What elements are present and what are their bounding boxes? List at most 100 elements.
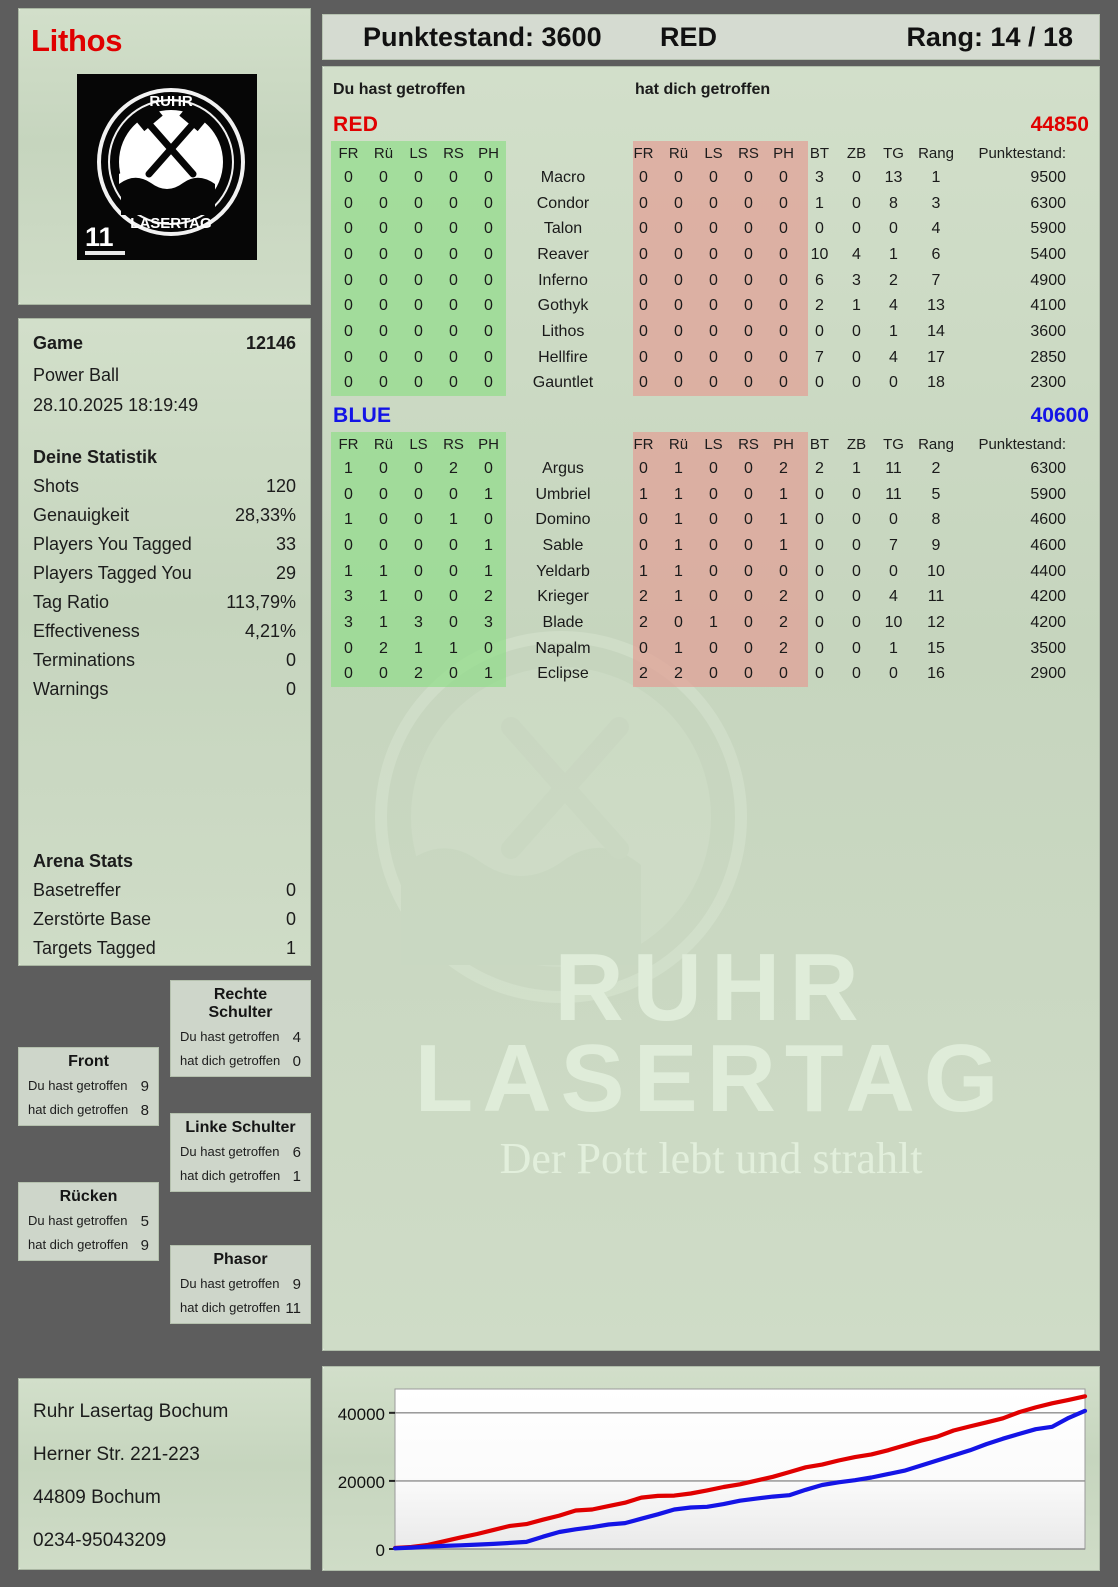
zb-cell: 0 [852,220,861,238]
player-name-cell[interactable]: Macro [540,168,586,186]
col-header-name [506,141,626,165]
stat-value: 29 [275,563,296,583]
you-hit-cell: 0 [449,297,458,315]
hit-you-cell: 1 [779,511,788,529]
you-hit-cell: 0 [484,348,493,366]
zb-cell: 0 [852,348,861,366]
zb-cell: 0 [852,322,861,340]
bt-cell: 0 [815,220,824,238]
rang-cell: 18 [927,374,945,392]
col-header: RS [443,435,464,453]
hit-you-cell: 0 [674,374,683,392]
ruhr-lasertag-logo-icon: RUHR LASERTAG 11 [77,74,257,260]
hit-you-cell: 0 [779,348,788,366]
hit-you-cell: 0 [709,639,718,657]
tg-cell: 0 [889,511,898,529]
you-hit-cell: 0 [344,348,353,366]
stat-label: Players You Tagged [33,534,192,554]
player-name-cell[interactable]: Hellfire [538,348,588,366]
player-name-cell[interactable]: Gothyk [537,297,589,315]
team-total-score: 44850 [1030,113,1089,136]
bodypart-title: Linke Schulter [185,1119,296,1136]
player-name-cell[interactable]: Napalm [535,639,591,657]
points-cell: 4200 [1030,613,1066,631]
player-name-cell[interactable]: Inferno [538,271,588,289]
you-hit-cell: 0 [484,271,493,289]
hit-you-cell: 0 [744,220,753,238]
rang-cell: 8 [931,511,941,529]
you-hit-cell: 2 [414,665,423,683]
bodypart-taken-row: hat dich getroffen 11 [180,1300,301,1317]
bt-cell: 0 [815,511,824,529]
stat-row: Shots 120 [33,476,296,497]
col-header: RS [738,144,759,162]
bodypart-title: Rechte Schulter [208,986,273,1021]
points-cell: 5900 [1030,220,1066,238]
player-name-cell[interactable]: Umbriel [535,485,591,503]
points-cell: 4100 [1030,297,1066,315]
address-line-1: Ruhr Lasertag Bochum [33,1401,229,1422]
team-table: FR Rü LS RS PH FR Rü LS RS PH BT ZB TG Rang Punktestan… [331,432,1072,687]
player-name-cell[interactable]: Domino [535,511,591,529]
you-hit-cell: 0 [414,297,423,315]
hit-you-header: hat dich getroffen [635,81,771,98]
game-mode: Power Ball [33,365,120,385]
arena-stat-label: Zerstörte Base [33,909,152,929]
points-cell: 5900 [1030,485,1066,503]
player-name-cell[interactable]: Eclipse [537,665,589,683]
tg-cell: 1 [889,322,898,340]
zb-cell: 0 [852,536,861,554]
zb-cell: 0 [852,639,861,657]
rang-cell: 3 [931,194,941,212]
hit-you-cell: 0 [744,485,753,503]
col-header: LS [704,435,723,453]
hit-you-cell: 0 [709,459,718,477]
hit-you-cell: 0 [744,374,753,392]
player-name-cell[interactable]: Condor [536,194,590,212]
arena-stat-value: 0 [285,880,296,900]
col-header: RS [443,144,464,162]
hit-you-cell: 0 [779,271,788,289]
you-hit-cell: 0 [344,322,353,340]
hit-you-cell: 0 [709,194,718,212]
player-name-cell[interactable]: Reaver [537,245,589,263]
player-name-cell[interactable]: Lithos [541,322,585,340]
hit-you-cell: 0 [674,613,683,631]
bt-cell: 3 [815,168,824,186]
table-row: 0 2 1 1 0 Napalm 0 1 0 0 2 0 0 1 15 3500 [331,636,1072,662]
you-hit-cell: 0 [379,271,388,289]
player-name-cell[interactable]: Krieger [537,588,589,606]
tg-cell: 10 [884,613,903,631]
game-id: 12146 [245,333,296,353]
zb-cell: 0 [852,511,861,529]
stat-row: Genauigkeit 28,33% [33,505,296,526]
col-header: RS [738,435,759,453]
points-cell: 2850 [1030,348,1066,366]
hit-you-cell: 0 [709,168,718,186]
hit-you-cell: 0 [744,613,753,631]
hit-you-cell: 2 [779,613,788,631]
bt-cell: 0 [815,562,824,580]
hit-value: 9 [140,1078,149,1095]
player-name-cell[interactable]: Gauntlet [532,374,594,392]
hit-you-cell: 0 [744,271,753,289]
hit-label: Du hast getroffen [180,1276,280,1291]
hit-you-cell: 0 [639,348,648,366]
player-name-cell[interactable]: Argus [542,459,584,477]
tg-cell: 11 [885,485,902,503]
player-name-cell[interactable]: Sable [542,536,584,554]
hit-you-block [633,432,808,688]
player-name-cell[interactable]: Talon [543,220,583,238]
player-name-cell[interactable]: Blade [542,613,584,631]
player-name-cell[interactable]: Yeldarb [536,562,590,580]
chart-ytick-label: 0 [376,1541,385,1560]
taken-value: 9 [140,1237,149,1254]
hit-you-cell: 1 [779,485,788,503]
col-header: LS [409,435,428,453]
table-header-row: FR Rü LS RS PH FR Rü LS RS PH BT ZB TG Rang Punktestan… [331,432,1072,456]
you-hit-cell: 3 [414,613,423,631]
you-hit-cell: 0 [344,485,353,503]
hit-you-cell: 0 [639,511,648,529]
hit-value: 5 [140,1213,149,1230]
